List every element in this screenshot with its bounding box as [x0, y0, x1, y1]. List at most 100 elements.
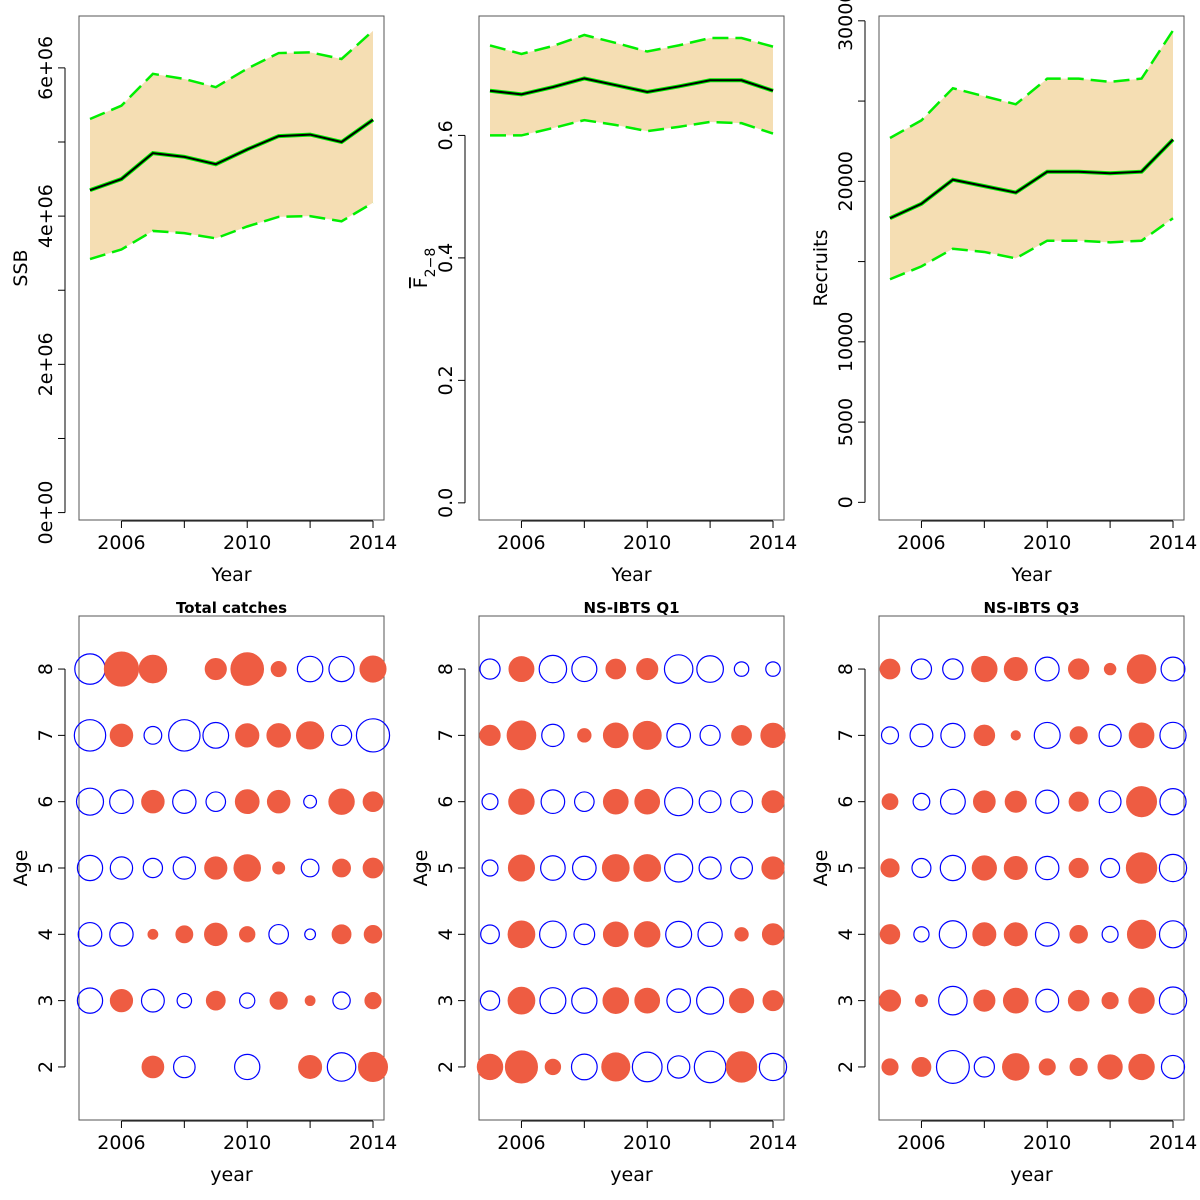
plot-frame: [478, 15, 785, 521]
negative-residual-bubble: [666, 722, 692, 748]
positive-residual-bubble: [234, 789, 260, 815]
negative-residual-bubble: [172, 1055, 196, 1079]
positive-residual-bubble: [879, 658, 901, 680]
y-axis-title: Recruits: [810, 230, 832, 307]
estimate-line: [889, 138, 1174, 220]
negative-residual-bubble: [571, 855, 597, 881]
negative-residual-bubble: [1034, 921, 1060, 947]
negative-residual-bubble: [909, 723, 934, 748]
x-tick-label: 2006: [97, 1132, 145, 1154]
negative-residual-bubble: [300, 858, 320, 878]
y-tick-label: 3: [435, 995, 457, 1007]
positive-residual-bubble: [972, 922, 997, 947]
y-tick-label: 0e+00: [35, 481, 57, 545]
positive-residual-bubble: [298, 1054, 323, 1079]
negative-residual-bubble: [480, 924, 500, 945]
y-tick-label: 2: [35, 1061, 57, 1073]
negative-residual-bubble: [1098, 723, 1122, 747]
positive-residual-bubble: [204, 922, 228, 947]
positive-residual-bubble: [138, 654, 168, 684]
negative-residual-bubble: [76, 854, 104, 882]
positive-residual-bubble: [230, 652, 265, 686]
negative-residual-bubble: [1033, 721, 1061, 749]
negative-residual-bubble: [540, 789, 566, 815]
positive-residual-bubble: [204, 657, 227, 681]
x-tick-label: 2006: [497, 532, 545, 554]
x-axis-title: Year: [210, 564, 251, 586]
positive-residual-bubble: [233, 854, 261, 882]
x-tick-label: 2014: [749, 1132, 797, 1154]
y-tick-label: 0.6: [435, 120, 457, 150]
positive-residual-bubble: [362, 857, 384, 879]
y-axis-title-text: Age: [810, 850, 832, 887]
positive-residual-bubble: [269, 991, 288, 1010]
positive-residual-bubble: [508, 656, 535, 683]
negative-residual-bubble: [935, 1049, 970, 1084]
negative-residual-bubble: [1159, 721, 1187, 750]
negative-residual-bubble: [1158, 986, 1188, 1015]
y-tick-label: 5: [435, 862, 457, 874]
positive-residual-bubble: [504, 1050, 538, 1084]
positive-residual-bubble: [363, 925, 383, 944]
negative-residual-bubble: [693, 1050, 727, 1084]
negative-residual-bubble: [631, 1051, 663, 1083]
positive-residual-bubble: [507, 920, 536, 949]
negative-residual-bubble: [76, 987, 104, 1014]
estimate-line: [89, 118, 374, 192]
y-tick-label: 2: [435, 1061, 457, 1073]
positive-residual-bubble: [761, 790, 785, 814]
negative-residual-bubble: [168, 719, 201, 752]
positive-residual-bubble: [1126, 786, 1158, 818]
positive-residual-bubble: [728, 988, 755, 1014]
plot-frame: [878, 615, 1185, 1121]
negative-residual-bubble: [538, 654, 568, 684]
positive-residual-bubble: [1128, 1053, 1155, 1081]
positive-residual-bubble: [602, 987, 630, 1014]
positive-residual-bubble: [507, 986, 536, 1015]
negative-residual-bubble: [296, 655, 324, 683]
negative-residual-bubble: [479, 658, 501, 680]
positive-residual-bubble: [880, 858, 900, 878]
negative-residual-bubble: [268, 923, 290, 945]
negative-residual-bubble: [939, 788, 966, 815]
positive-residual-bubble: [973, 989, 996, 1012]
panel-title: NS-IBTS Q3: [983, 599, 1079, 617]
x-axis-title: Year: [1010, 564, 1051, 586]
positive-residual-bubble: [296, 721, 325, 750]
x-tick-label: 2010: [623, 532, 671, 554]
negative-residual-bubble: [664, 787, 694, 817]
positive-residual-bubble: [879, 924, 901, 945]
positive-residual-bubble: [507, 854, 535, 882]
positive-residual-bubble: [544, 1058, 562, 1076]
negative-residual-bubble: [172, 789, 197, 814]
y-tick-label: 4: [35, 928, 57, 940]
y-tick-label: 6: [835, 796, 857, 808]
positive-residual-bubble: [508, 788, 535, 815]
y-tick-label: 7: [35, 729, 57, 741]
x-tick-label: 2006: [497, 1132, 545, 1154]
y-axis-title: F2−8: [410, 248, 439, 288]
positive-residual-bubble: [973, 724, 996, 747]
y-tick-label: 10000: [835, 312, 857, 372]
negative-residual-bubble: [205, 791, 227, 813]
negative-residual-bubble: [176, 992, 193, 1009]
y-tick-label: 4: [835, 928, 857, 940]
positive-residual-bubble: [141, 1055, 165, 1079]
negative-residual-bubble: [332, 991, 351, 1010]
y-tick-label: 6: [35, 796, 57, 808]
x-tick-label: 2014: [1149, 1132, 1197, 1154]
negative-residual-bubble: [1098, 790, 1122, 814]
negative-residual-bubble: [1035, 988, 1060, 1013]
y-tick-label: 4e+06: [35, 184, 57, 248]
y-tick-label: 0.2: [435, 365, 457, 395]
positive-residual-bubble: [479, 724, 501, 747]
y-axis-title: Age: [10, 850, 32, 887]
panel-6: NS-IBTS Q3 2006 2010 2014 year 2 3 4 5 6 7 8 Age: [810, 599, 1197, 1186]
negative-residual-bubble: [730, 790, 754, 814]
positive-residual-bubble: [734, 927, 749, 942]
negative-residual-bubble: [328, 655, 355, 683]
y-tick-label: 6: [435, 796, 457, 808]
positive-residual-bubble: [634, 921, 661, 948]
positive-residual-bubble: [1069, 726, 1088, 745]
negative-residual-bubble: [663, 654, 694, 684]
